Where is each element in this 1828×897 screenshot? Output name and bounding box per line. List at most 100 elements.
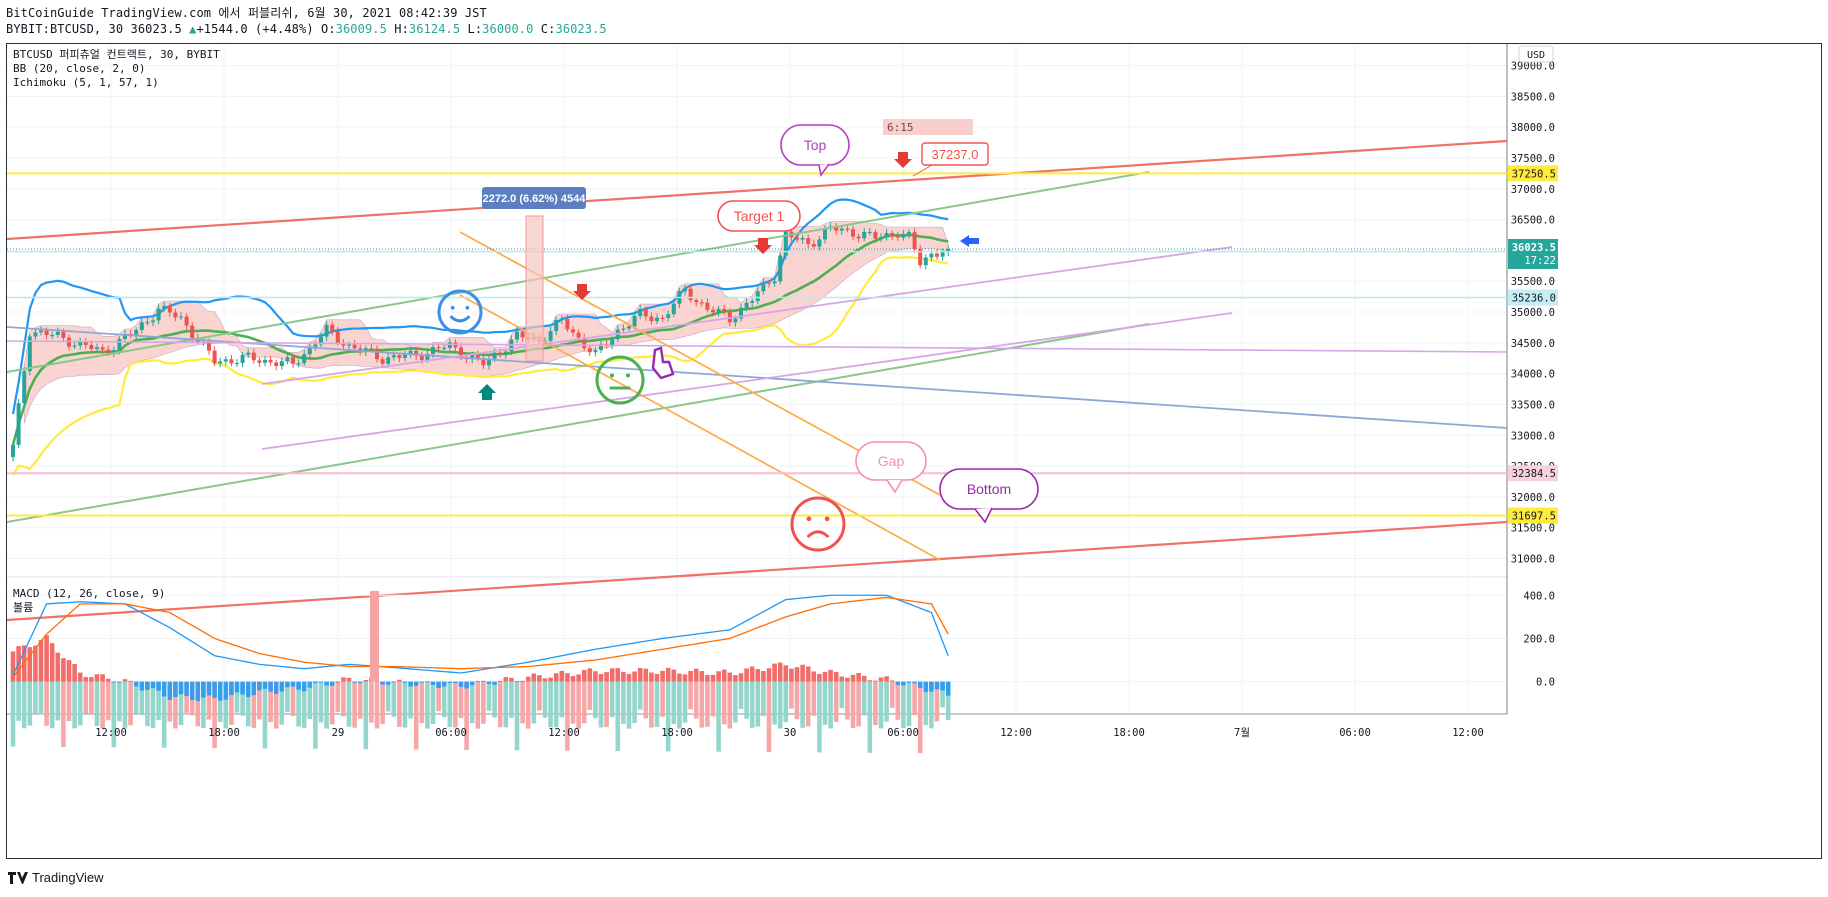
macd-histogram-bar [318,681,324,683]
candle-body [817,239,822,247]
tradingview-brand[interactable]: TradingView [8,870,104,885]
macd-histogram-bar [845,677,850,682]
candle-body [246,352,251,355]
volume-bar [850,681,856,728]
happy-face-icon-eye-right [465,305,470,310]
candle-body [811,243,816,247]
macd-histogram-bar [262,681,268,689]
candle-body [834,226,839,231]
macd-histogram-bar [178,681,184,695]
macd-histogram-bar [223,681,229,700]
candle-body [55,331,60,335]
measure-label-text: 2272.0 (6.62%) 4544 [483,193,587,205]
volume-bar [677,681,682,729]
violet-line-upper [261,246,1233,385]
up-arrow-icon [478,384,496,400]
price-tick-14: 32000.0 [1511,492,1555,504]
chart-frame[interactable]: Top 37237.0 Target 1 Gap Bottom 6:15 2272.0 (6… [6,43,1822,859]
volume-bar [794,681,800,720]
volume-bar [699,681,705,728]
volume-bar [744,681,749,719]
macd-histogram-bar [912,681,917,684]
candle-body [207,341,211,351]
price-tick-5: 36500.0 [1511,215,1555,227]
macd-histogram-bar [469,681,475,686]
macd-histogram-bar [542,678,548,682]
macd-histogram-bar [313,681,318,684]
macd-histogram-bar [217,681,223,701]
macd-histogram-bar [206,681,212,696]
macd-histogram-bar [581,669,587,682]
volume-bar [139,681,145,716]
macd-histogram-bar [940,681,945,691]
macd-histogram-bar [755,669,761,682]
candle-body [319,336,323,345]
macd-histogram-bar [189,681,195,701]
volume-bar [856,681,861,727]
candle-body [296,363,301,365]
low-value: 36000.0 [482,22,534,36]
candle-body [397,355,402,358]
macd-histogram-bar [889,680,895,682]
volume-bar [626,681,632,729]
macd-histogram-bar [615,668,621,682]
candle-body [576,332,581,338]
neutral-face-icon [595,355,645,405]
volume-bar [845,681,850,720]
macd-histogram-bar [873,680,878,682]
last-price-text: 36023.5 [1512,242,1556,254]
volume-bar [145,681,150,727]
volume-bar [565,681,570,751]
candle-body [879,237,883,239]
macd-histogram-bar [878,677,884,682]
volume-bar [917,681,923,754]
macd-histogram-bar [929,681,934,692]
close-value: 36023.5 [555,22,607,36]
macd-histogram-bar [777,662,783,682]
volume-bar [234,681,240,713]
candle-body [705,302,710,310]
candle-body [554,320,559,332]
chart-svg[interactable]: Top 37237.0 Target 1 Gap Bottom 6:15 2272.0 (6… [7,44,1821,858]
macd-histogram-bar [72,664,77,682]
gap-annotation-tail [886,479,903,494]
macd-histogram-bar [817,673,822,682]
candle-body [442,347,447,350]
sad-face-icon-mouth [806,530,830,539]
candle-body [778,255,783,282]
macd-legend: MACD (12, 26, close, 9) [13,587,165,600]
macd-histogram-bar [453,681,458,683]
macd-histogram-bar [660,670,665,682]
macd-histogram-bar [576,674,581,682]
volume-bar [940,681,945,708]
candle-body [610,339,615,346]
candle-body [795,237,799,240]
macd-histogram-bar [133,681,139,687]
volume-bar [38,681,44,715]
candle-body [89,344,94,350]
macd-histogram-bar [273,681,279,694]
macd-histogram-bar [514,680,520,682]
volume-bar [705,681,710,727]
candle-body [548,331,553,341]
signal-line [12,596,949,678]
volume-bar [822,681,828,725]
down-arrow-icon [754,238,772,254]
macd-histogram-bar [436,681,441,689]
macd-histogram-bar [195,681,201,701]
volume-bar [839,681,845,709]
candle-body [873,231,878,239]
macd-histogram-bar [917,681,923,688]
macd-histogram-bar [290,681,296,687]
candle-body [22,371,27,404]
volume-bar [77,681,83,726]
volume-bar [945,681,951,721]
macd-histogram-bar [934,681,940,690]
descending-blue-line [7,326,1508,429]
candle-body [515,331,519,340]
price-tag-text-3: 32384.5 [1512,468,1556,480]
macd-histogram-bar [145,681,150,690]
volume-bar [167,681,173,722]
candle-body [862,232,867,239]
volume-bar [553,681,559,728]
